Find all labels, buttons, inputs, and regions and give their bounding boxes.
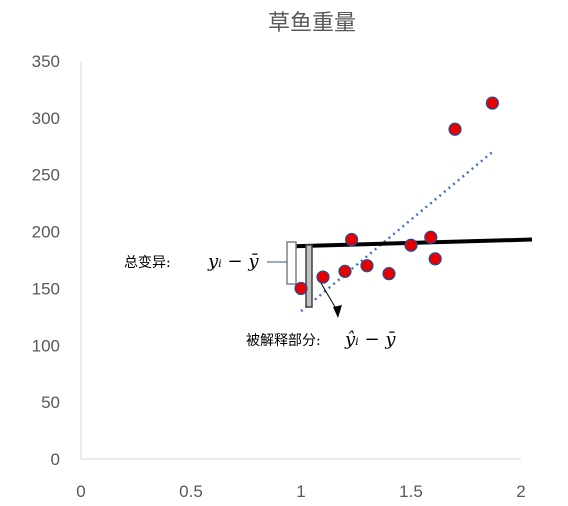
total-variation-formula: yᵢ − ȳ: [207, 251, 259, 272]
y-tick-label: 150: [32, 279, 60, 298]
x-tick-label: 1.5: [399, 482, 423, 501]
y-tick-labels: 0 50 100 150 200 250 300 350: [32, 52, 60, 469]
variation-brackets: [267, 241, 342, 318]
explained-label: 被解释部分:: [246, 333, 321, 349]
data-point: [448, 122, 462, 136]
chart-lines: [289, 151, 533, 313]
explained-variation-bracket: [305, 244, 313, 308]
chart-title: 草鱼重量: [268, 11, 356, 36]
trend-line: [300, 151, 494, 313]
data-point: [485, 96, 499, 110]
axes: [80, 61, 521, 460]
data-point: [404, 238, 418, 252]
arrow-head-icon: [333, 305, 342, 318]
x-tick-label: 0: [76, 482, 85, 501]
data-point: [316, 270, 330, 284]
data-point: [428, 252, 442, 266]
data-point: [294, 281, 308, 296]
x-tick-label: 0.5: [179, 482, 203, 501]
x-tick-label: 1: [296, 482, 305, 501]
y-tick-label: 200: [32, 223, 60, 242]
data-points: [294, 96, 499, 296]
x-tick-labels: 0 0.5 1 1.5 2: [76, 482, 525, 501]
explained-leader: [317, 277, 339, 313]
data-point: [360, 259, 374, 273]
y-tick-label: 100: [32, 336, 60, 355]
y-tick-label: 350: [32, 52, 60, 71]
data-point: [345, 232, 359, 247]
data-point: [424, 230, 438, 244]
explained-formula: ŷᵢ − ȳ: [344, 329, 396, 350]
x-tick-label: 2: [516, 482, 525, 501]
y-tick-label: 300: [32, 109, 60, 128]
data-point: [382, 267, 396, 281]
y-tick-label: 250: [32, 166, 60, 185]
annotations: 总变异: yᵢ − ȳ 被解释部分: ŷᵢ − ȳ: [124, 251, 396, 350]
total-variation-label: 总变异:: [124, 255, 171, 271]
y-tick-label: 50: [41, 393, 60, 412]
y-tick-label: 0: [51, 450, 60, 469]
data-point: [338, 264, 352, 278]
total-variation-bracket: [286, 241, 297, 285]
